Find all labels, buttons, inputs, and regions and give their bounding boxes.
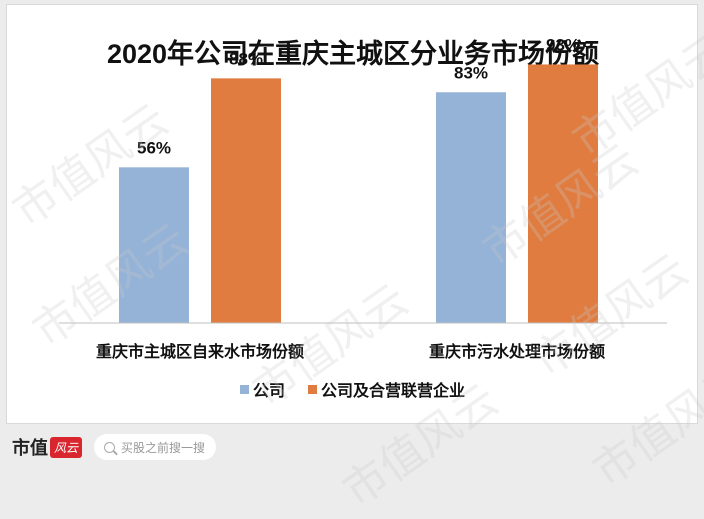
legend-swatch: [240, 385, 249, 394]
legend-item-company-jv: 公司及合营联营企业: [321, 381, 465, 400]
bars-group: [119, 64, 598, 324]
data-label: 93%: [546, 35, 580, 54]
category-label: 重庆市主城区自来水市场份额: [96, 342, 304, 361]
data-label: 56%: [137, 138, 171, 157]
category-labels-group: 重庆市主城区自来水市场份额 重庆市污水处理市场份额: [96, 342, 605, 361]
data-label: 88%: [229, 49, 263, 68]
bar-company-jv-1: [528, 64, 598, 324]
bar-company-1: [436, 92, 506, 323]
bar-company-jv-0: [211, 78, 281, 323]
chart-card: 2020年公司在重庆主城区分业务市场份额 56% 88% 83% 93% 重庆市主城区…: [6, 4, 698, 424]
footer-bar: 市值 风云 买股之前搜一搜: [0, 426, 704, 468]
search-box[interactable]: 买股之前搜一搜: [94, 434, 216, 460]
legend-item-company: 公司: [253, 382, 285, 400]
brand-mark: 风云: [50, 436, 83, 458]
data-label: 83%: [454, 63, 488, 82]
search-icon: [104, 441, 115, 453]
bar-chart: 2020年公司在重庆主城区分业务市场份额 56% 88% 83% 93% 重庆市主城区…: [59, 35, 667, 400]
legend: 公司 公司及合营联营企业: [240, 381, 465, 400]
data-labels-group: 56% 88% 83% 93%: [137, 35, 580, 157]
search-placeholder: 买股之前搜一搜: [121, 440, 206, 455]
category-label: 重庆市污水处理市场份额: [429, 342, 605, 361]
chart-title: 2020年公司在重庆主城区分业务市场份额: [107, 38, 599, 69]
brand-text: 市值: [12, 438, 48, 459]
bar-company-0: [119, 167, 189, 323]
brand-logo[interactable]: 市值 风云: [12, 434, 83, 460]
legend-swatch: [308, 385, 317, 394]
